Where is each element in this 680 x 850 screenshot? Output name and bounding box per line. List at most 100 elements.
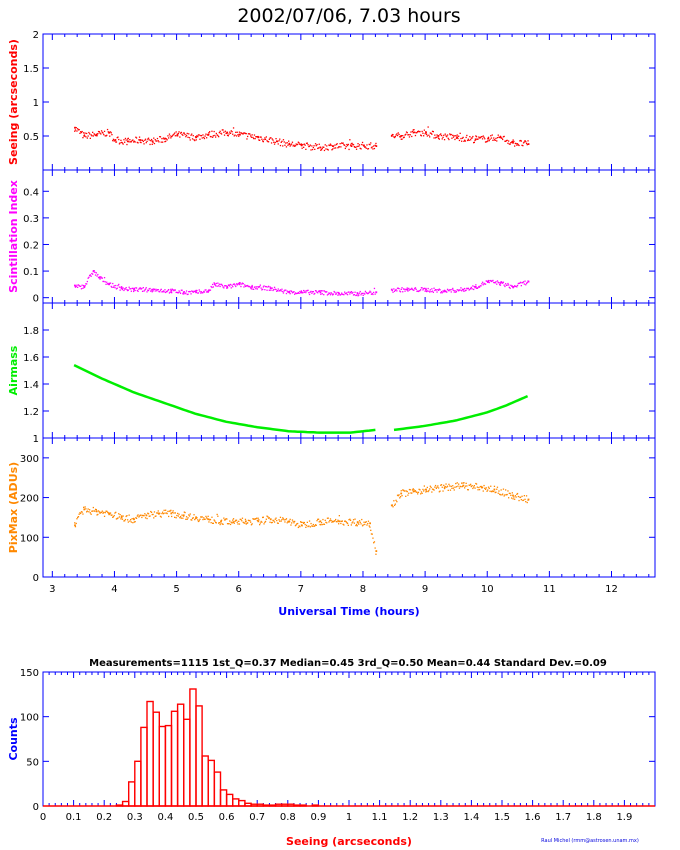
data-point [508, 284, 510, 286]
data-point [338, 520, 340, 523]
author-credit: Raul Michel (rmm@astrosen.unam.mx) [541, 838, 639, 844]
data-point [250, 135, 252, 137]
panel-frame [42, 302, 656, 439]
data-point [264, 520, 267, 523]
data-point [319, 146, 322, 149]
data-point [79, 285, 81, 287]
data-point [130, 141, 132, 143]
data-point [267, 517, 270, 519]
data-point [405, 131, 408, 133]
data-point [207, 515, 209, 517]
data-point [151, 288, 154, 291]
data-point [94, 508, 97, 510]
data-point [86, 510, 88, 512]
data-point [401, 495, 403, 497]
data-point [127, 521, 129, 523]
data-point [414, 131, 416, 133]
data-point [414, 490, 416, 492]
x-axis-label: Seeing (arcseconds) [286, 835, 412, 848]
data-point [300, 144, 302, 146]
data-point [341, 292, 343, 294]
data-point [83, 286, 86, 288]
data-point [323, 146, 325, 148]
data-point [288, 143, 291, 145]
data-point [495, 281, 497, 283]
histogram-bar [158, 725, 167, 807]
data-point [94, 134, 97, 137]
data-point [120, 287, 123, 290]
data-point [232, 283, 235, 285]
data-point [345, 293, 347, 295]
data-point [162, 290, 165, 292]
data-point [206, 134, 209, 136]
data-point [195, 139, 197, 141]
data-point [209, 289, 211, 291]
data-point [409, 489, 411, 491]
data-point [309, 291, 311, 293]
data-point [426, 290, 428, 292]
data-point [267, 516, 269, 518]
data-point [273, 521, 276, 523]
data-point [269, 286, 271, 288]
data-point [516, 492, 519, 495]
data-point [112, 282, 114, 285]
data-point [521, 144, 523, 146]
data-point [135, 287, 138, 289]
data-point [265, 286, 267, 288]
data-point [373, 541, 376, 543]
data-point [149, 287, 151, 290]
data-point [141, 139, 144, 141]
data-point [132, 139, 134, 141]
data-point [133, 290, 135, 293]
data-point [186, 518, 188, 520]
data-point [165, 290, 168, 293]
data-point [339, 294, 341, 296]
data-point [202, 518, 204, 521]
data-point [455, 486, 458, 488]
data-point [373, 147, 376, 150]
data-point [100, 511, 103, 514]
data-point [278, 290, 280, 292]
data-point [264, 285, 267, 288]
data-point [449, 489, 452, 491]
data-point [178, 290, 180, 292]
data-point [341, 142, 343, 144]
data-point [108, 131, 110, 134]
data-point [446, 291, 448, 293]
data-point [128, 286, 130, 288]
data-point [526, 501, 528, 504]
data-point [255, 136, 257, 138]
data-point [440, 291, 443, 293]
data-point [208, 289, 210, 291]
data-point [262, 286, 264, 288]
data-point [509, 143, 511, 145]
data-point [512, 494, 514, 497]
data-point [200, 135, 203, 137]
data-point [141, 516, 143, 519]
data-point [115, 141, 118, 143]
x-tick-label: 0.1 [66, 812, 82, 823]
data-point [324, 144, 326, 146]
data-point [130, 141, 132, 143]
data-point [80, 285, 82, 287]
data-point [143, 290, 145, 292]
data-point [94, 274, 97, 276]
data-point [507, 282, 509, 285]
data-point [148, 515, 150, 517]
data-point [159, 512, 161, 514]
data-point [331, 145, 334, 147]
data-point [238, 282, 241, 284]
x-tick-label: 4 [111, 584, 117, 595]
data-point [512, 286, 514, 288]
x-tick-label: 5 [173, 584, 179, 595]
data-point [459, 289, 461, 291]
data-point [92, 506, 94, 509]
data-point [419, 130, 421, 133]
data-point [164, 137, 166, 140]
data-point [289, 518, 291, 520]
data-point [234, 134, 236, 136]
data-point [271, 287, 273, 289]
data-point [403, 490, 405, 492]
data-point [285, 289, 287, 291]
y-axis-label: Seeing (arcseconds) [7, 39, 20, 165]
